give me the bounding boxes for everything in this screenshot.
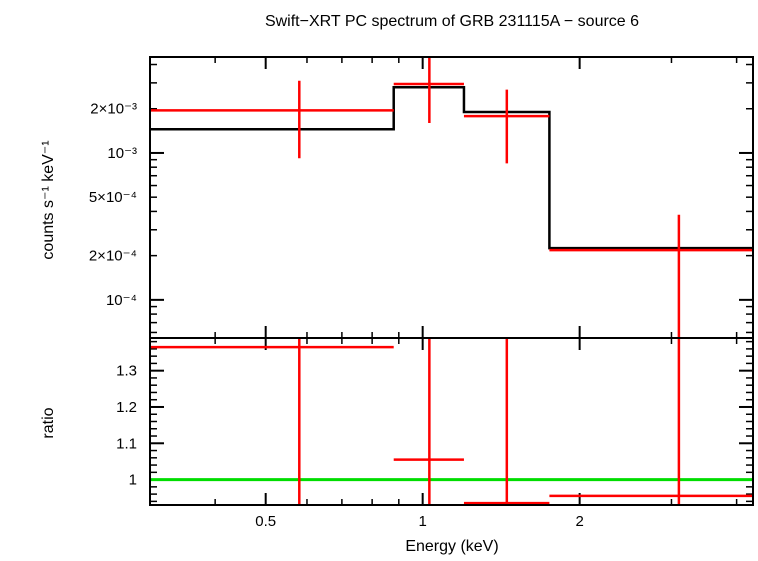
chart-title: Swift−XRT PC spectrum of GRB 231115A − s… — [265, 13, 639, 30]
model-line — [150, 86, 753, 250]
x-tick-label: 0.5 — [255, 513, 276, 530]
y-tick-label: 1.2 — [116, 399, 137, 416]
x-tick-label: 2 — [575, 513, 583, 530]
y-tick-label: 1.1 — [116, 435, 137, 452]
y-tick-label: 1.3 — [116, 363, 137, 380]
y-tick-label: 1 — [129, 472, 137, 489]
bottom-y-axis-label: ratio — [40, 407, 57, 438]
y-tick-label: 5×10⁻⁴ — [89, 189, 137, 206]
x-tick-label: 1 — [418, 513, 426, 530]
top-y-axis-label: counts s⁻¹ keV⁻¹ — [40, 140, 57, 259]
ratio-panel-frame — [149, 337, 754, 506]
y-tick-label: 2×10⁻⁴ — [89, 248, 137, 265]
spectrum-panel: 10⁻⁴ 2×10⁻⁴ 5×10⁻⁴ 10⁻³ 2×10⁻³ — [89, 56, 754, 339]
y-tick-label: 10⁻³ — [107, 145, 137, 162]
y-tick-label: 2×10⁻³ — [90, 101, 137, 118]
spectrum-panel-frame — [149, 56, 754, 339]
x-axis-label: Energy (keV) — [405, 538, 498, 555]
ratio-panel: 1 1.1 1.2 1.3 0.5 1 2 — [116, 337, 754, 530]
y-tick-label: 10⁻⁴ — [106, 292, 137, 309]
